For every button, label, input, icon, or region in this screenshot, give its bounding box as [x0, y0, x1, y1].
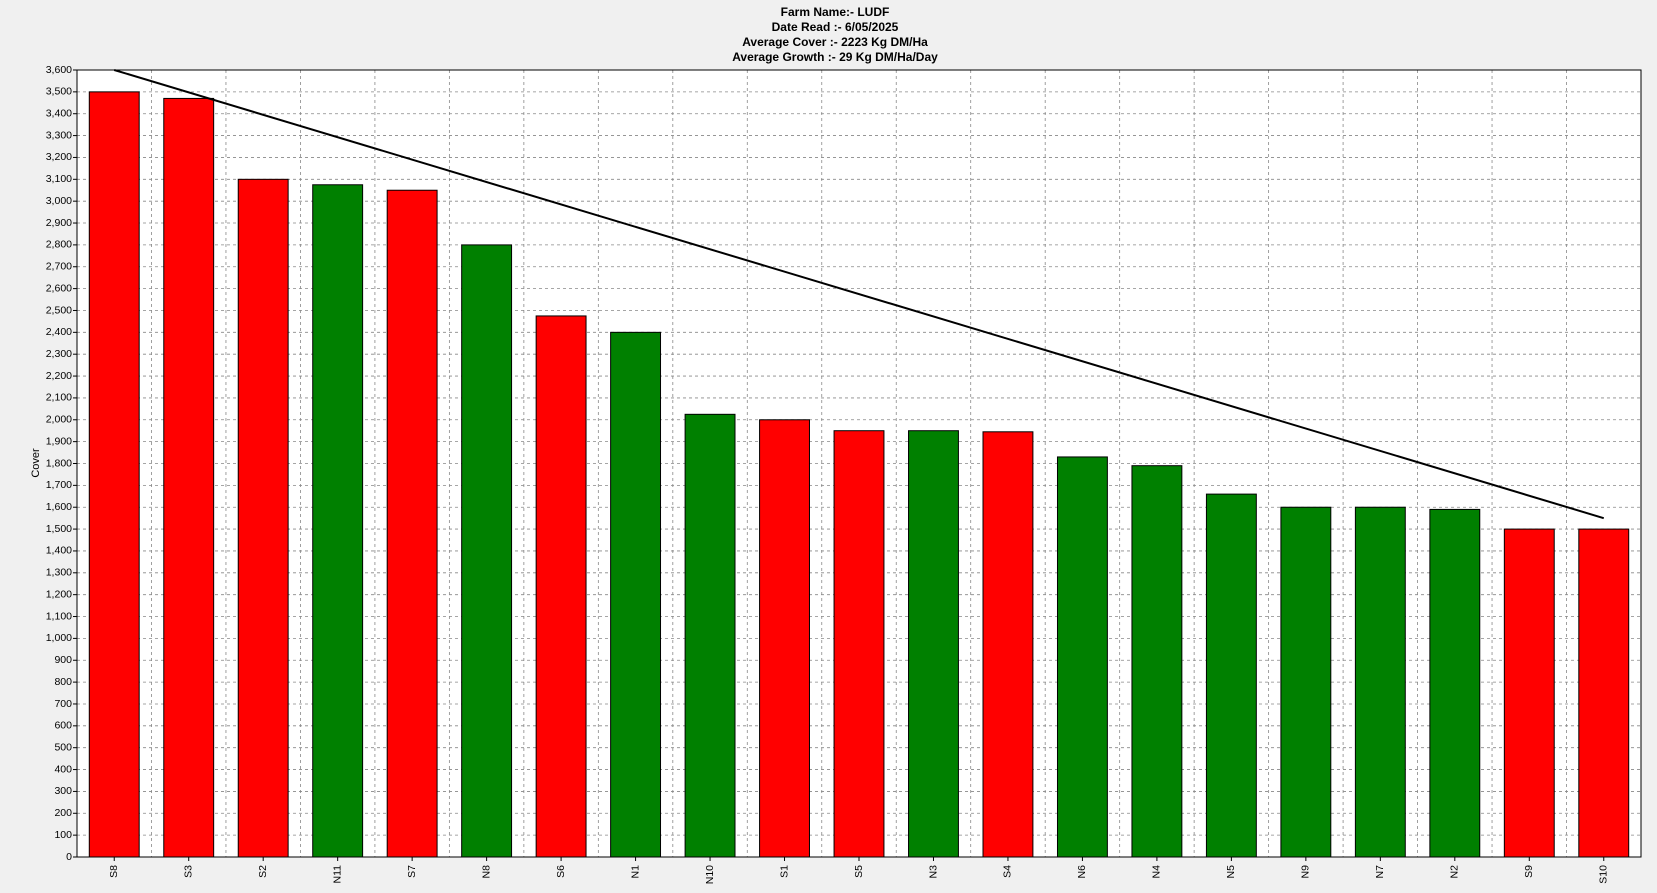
bar	[1578, 528, 1630, 858]
target-line	[113, 69, 1605, 520]
y-tick-label: 1,000	[46, 632, 72, 644]
bar	[1429, 508, 1481, 858]
y-tick-label: 1,800	[46, 457, 72, 469]
y-tick-label: 3,200	[46, 151, 72, 163]
title-line: Farm Name:- LUDF	[781, 5, 890, 19]
x-tick-label: N1	[629, 865, 641, 879]
y-tick-label: 2,700	[46, 261, 72, 273]
y-tick-label: 300	[54, 785, 72, 797]
y-tick-label: 1,700	[46, 479, 72, 491]
x-tick-label: S4	[1002, 865, 1014, 878]
x-tick-label: N4	[1151, 865, 1163, 879]
bar	[982, 431, 1034, 858]
y-tick-label: 3,500	[46, 86, 72, 98]
bar	[461, 244, 513, 858]
y-tick-label: 1,100	[46, 610, 72, 622]
x-tick-label: N2	[1449, 865, 1461, 879]
x-tick-label: S1	[778, 865, 790, 878]
y-tick-label: 1,400	[46, 545, 72, 557]
y-tick-label: 3,400	[46, 108, 72, 120]
y-tick-label: 2,900	[46, 217, 72, 229]
x-tick-label: S6	[555, 865, 567, 878]
y-tick-label: 3,000	[46, 195, 72, 207]
y-tick-label: 1,300	[46, 567, 72, 579]
bar	[759, 419, 810, 858]
bar	[684, 413, 736, 858]
x-tick-label: S2	[257, 865, 269, 878]
bar	[1354, 506, 1406, 858]
y-tick-label: 2,400	[46, 326, 72, 338]
y-tick-label: 3,100	[46, 173, 72, 185]
x-tick-label: N5	[1225, 865, 1237, 879]
x-tick-label: S3	[182, 865, 194, 878]
y-tick-label: 2,200	[46, 370, 72, 382]
y-tick-label: 100	[54, 829, 72, 841]
bar	[610, 331, 662, 858]
x-tick-label: N11	[331, 865, 343, 884]
y-tick-label: 400	[54, 763, 72, 775]
title-line: Average Growth :- 29 Kg DM/Ha/Day	[732, 50, 938, 64]
y-tick-label: 200	[54, 807, 72, 819]
bar	[88, 91, 140, 858]
y-tick-label: 3,600	[46, 64, 72, 76]
y-tick-label: 1,900	[46, 435, 72, 447]
y-tick-label: 600	[54, 720, 72, 732]
y-tick-label: 2,300	[46, 348, 72, 360]
y-tick-label: 900	[54, 654, 72, 666]
y-tick-label: 1,600	[46, 501, 72, 513]
y-tick-label: 0	[66, 851, 72, 863]
bar	[237, 178, 289, 858]
bar	[535, 315, 587, 858]
y-tick-label: 2,100	[46, 392, 72, 404]
x-tick-label: N7	[1374, 865, 1386, 879]
x-tick-label: N10	[704, 865, 716, 884]
title-line: Average Cover :- 2223 Kg DM/Ha	[742, 35, 928, 49]
bar	[1503, 528, 1555, 858]
y-tick-label: 800	[54, 676, 72, 688]
bar	[1056, 456, 1108, 858]
x-tick-label: N9	[1300, 865, 1312, 879]
x-tick-label: N8	[480, 865, 492, 879]
bar	[1131, 465, 1183, 858]
x-tick-label: S10	[1598, 865, 1610, 884]
title-line: Date Read :- 6/05/2025	[772, 20, 899, 34]
y-tick-label: 1,200	[46, 588, 72, 600]
bar	[908, 430, 959, 858]
y-tick-label: 700	[54, 698, 72, 710]
bar	[312, 184, 364, 858]
x-tick-label: S5	[853, 865, 865, 878]
y-tick-label: 2,000	[46, 414, 72, 426]
y-tick-label: 1,500	[46, 523, 72, 535]
y-tick-label: 2,600	[46, 282, 72, 294]
y-axis-label: Cover	[30, 448, 42, 478]
y-tick-label: 3,300	[46, 129, 72, 141]
x-tick-label: S8	[108, 865, 120, 878]
y-tick-label: 2,500	[46, 304, 72, 316]
bar	[833, 430, 885, 858]
bar	[386, 189, 438, 858]
x-tick-label: S9	[1523, 865, 1535, 878]
bar	[1280, 506, 1332, 858]
x-tick-label: S7	[406, 865, 418, 878]
y-tick-label: 500	[54, 741, 72, 753]
bar	[163, 97, 215, 858]
x-tick-label: N6	[1076, 865, 1088, 879]
bar	[1205, 493, 1257, 858]
x-tick-label: N3	[927, 865, 939, 879]
y-tick-label: 2,800	[46, 239, 72, 251]
